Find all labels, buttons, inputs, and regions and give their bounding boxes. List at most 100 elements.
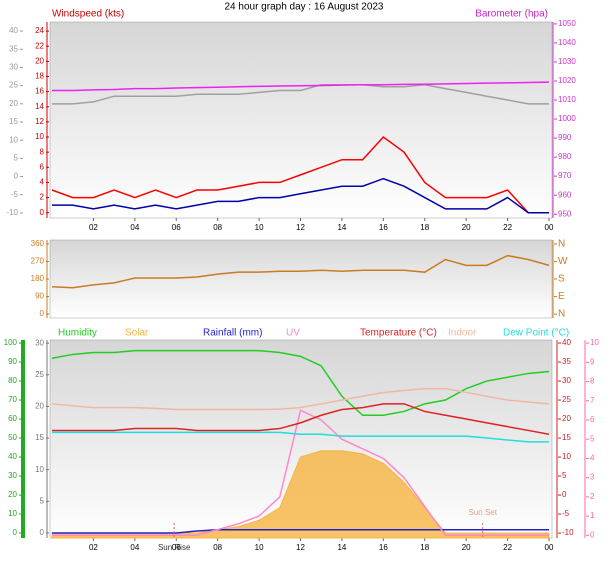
- y-tick-label: 0: [14, 172, 19, 181]
- y-tick-label: S: [558, 274, 565, 285]
- y-tick-label: 20: [35, 402, 44, 411]
- y-tick-label: 0: [40, 208, 45, 217]
- y-tick-label: 100: [4, 338, 18, 347]
- y-tick-label: -5: [11, 190, 19, 199]
- series-line: [52, 431, 549, 443]
- legend-entry: Rainfall (mm): [203, 328, 262, 339]
- y-tick-label: 5: [14, 153, 19, 162]
- y-tick-label: -10: [562, 528, 574, 537]
- y-tick-label: 25: [9, 81, 18, 90]
- x-tick-label: 14: [337, 223, 346, 232]
- y-tick-label: 40: [9, 26, 18, 35]
- page-title: 24 hour graph day : 16 August 2023: [224, 2, 383, 13]
- y-tick-label: 6: [40, 162, 45, 171]
- y-tick-label: -10: [6, 208, 18, 217]
- y-tick-label: 1010: [558, 95, 576, 104]
- y-tick-label: 18: [35, 72, 44, 81]
- series-line: [52, 84, 549, 105]
- y-tick-label: 20: [8, 490, 17, 499]
- y-tick-label: 8: [590, 377, 595, 386]
- plot-background: [49, 239, 553, 319]
- y-tick-label: N: [558, 309, 565, 320]
- x-tick-label: 04: [130, 223, 139, 232]
- y-tick-label: 0: [13, 528, 18, 537]
- series-line: [51, 387, 550, 411]
- x-tick-label: 04: [130, 543, 139, 552]
- legend-entry: Temperature (°C): [360, 328, 437, 339]
- x-tick-label: 16: [379, 223, 388, 232]
- y-tick-label: 10: [590, 338, 599, 347]
- y-tick-label: 360: [31, 239, 45, 248]
- plot-background: [49, 21, 553, 219]
- annotation: Sun Set: [468, 508, 497, 517]
- y-tick-label: 14: [35, 102, 44, 111]
- y-tick-label: 30: [9, 63, 18, 72]
- x-tick-label: 06: [172, 223, 181, 232]
- y-tick-label: 20: [35, 56, 44, 65]
- y-tick-label: 1050: [558, 19, 576, 28]
- y-tick-label: 3: [590, 473, 595, 482]
- y-tick-label: 35: [9, 44, 18, 53]
- y-tick-label: 12: [35, 117, 44, 126]
- y-tick-label: 15: [35, 433, 44, 442]
- y-tick-label: 6: [590, 415, 595, 424]
- y-tick-label: 1020: [558, 76, 576, 85]
- y-tick-label: 960: [558, 190, 572, 199]
- y-tick-label: 24: [35, 26, 44, 35]
- y-tick-label: 8: [40, 147, 45, 156]
- legend-entry: Indoor: [448, 328, 477, 339]
- x-tick-label: 22: [503, 543, 512, 552]
- y-tick-label: 270: [31, 257, 45, 266]
- x-tick-label: 20: [462, 223, 471, 232]
- legend-entry: UV: [286, 328, 300, 339]
- y-tick-label: 25: [35, 370, 44, 379]
- series-line: [52, 177, 549, 214]
- y-tick-label: 5: [562, 471, 567, 480]
- y-tick-label: 980: [558, 152, 572, 161]
- annotation: Sun Rise: [158, 543, 191, 552]
- y-tick-label: 35: [562, 357, 571, 366]
- y-tick-label: 70: [8, 395, 17, 404]
- x-tick-label: 08: [213, 223, 222, 232]
- x-tick-label: 10: [255, 223, 264, 232]
- y-tick-label: 90: [35, 292, 44, 301]
- y-tick-label: N: [558, 239, 565, 250]
- y-tick-label: 15: [562, 433, 571, 442]
- x-tick-label: 22: [503, 223, 512, 232]
- x-tick-label: 10: [255, 543, 264, 552]
- y-tick-label: 5: [40, 496, 45, 505]
- x-tick-label: 00: [545, 223, 554, 232]
- y-tick-label: 5: [590, 434, 595, 443]
- y-tick-label: 80: [8, 376, 17, 385]
- y-tick-label: 30: [562, 376, 571, 385]
- x-tick-label: 12: [296, 543, 305, 552]
- y-tick-label: 1: [590, 511, 595, 520]
- x-tick-label: 16: [379, 543, 388, 552]
- y-tick-label: 1000: [558, 114, 576, 123]
- y-tick-label: 2: [40, 193, 45, 202]
- y-tick-label: 50: [8, 433, 17, 442]
- x-tick-label: 18: [420, 223, 429, 232]
- y-tick-label: 10: [8, 509, 17, 518]
- y-tick-label: 0: [40, 309, 45, 318]
- y-tick-label: 1040: [558, 38, 576, 47]
- series-line: [52, 81, 550, 92]
- y-tick-label: 180: [31, 274, 45, 283]
- y-tick-label: 90: [8, 357, 17, 366]
- series-line: [52, 403, 550, 435]
- y-tick-label: W: [558, 256, 568, 267]
- y-tick-label: 4: [40, 178, 45, 187]
- y-tick-label: 4: [590, 454, 595, 463]
- y-tick-label: 30: [35, 338, 44, 347]
- x-tick-label: 20: [462, 543, 471, 552]
- y-tick-label: 0: [40, 528, 45, 537]
- x-tick-label: 00: [545, 543, 554, 552]
- y-tick-label: 990: [558, 133, 572, 142]
- y-tick-label: E: [558, 291, 565, 302]
- y-tick-label: 10: [562, 452, 571, 461]
- y-tick-label: 30: [8, 471, 17, 480]
- x-tick-label: 18: [420, 543, 429, 552]
- series-line: [51, 136, 549, 214]
- y-tick-label: 40: [562, 338, 571, 347]
